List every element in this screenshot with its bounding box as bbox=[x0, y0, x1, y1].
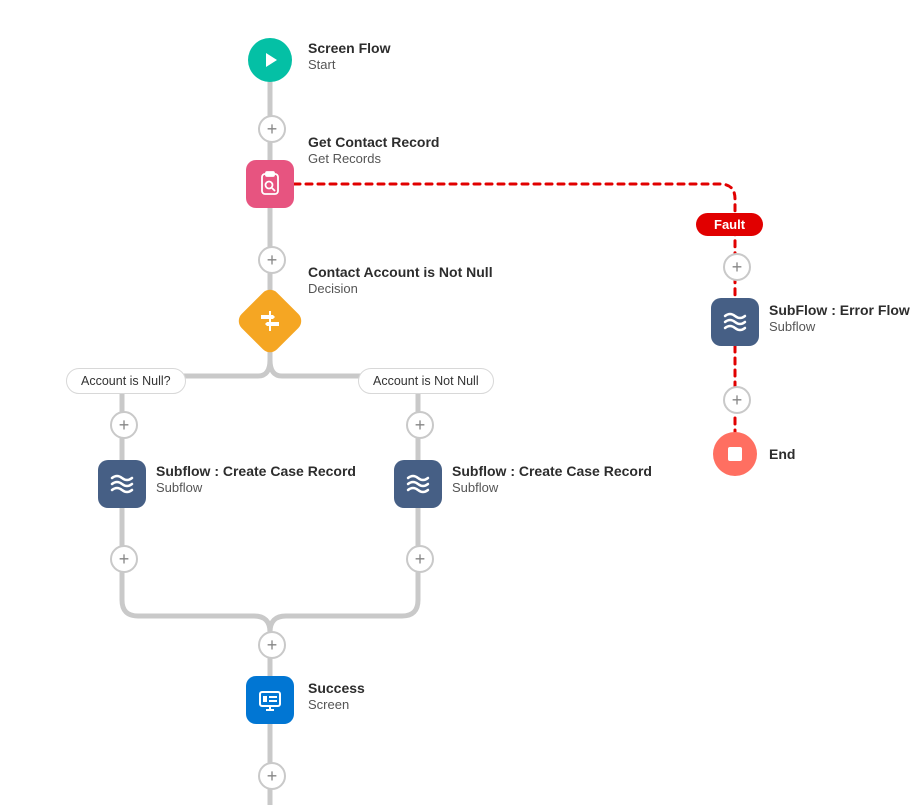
subflow-error-node[interactable] bbox=[711, 298, 759, 346]
add-button[interactable] bbox=[723, 386, 751, 414]
subflow-icon bbox=[721, 308, 749, 336]
add-button[interactable] bbox=[258, 631, 286, 659]
stop-icon bbox=[726, 445, 744, 463]
start-title: Screen Flow bbox=[308, 40, 390, 57]
screen-node[interactable] bbox=[246, 676, 294, 724]
start-sub: Start bbox=[308, 57, 390, 74]
getrec-sub: Get Records bbox=[308, 151, 439, 168]
getrec-title: Get Contact Record bbox=[308, 134, 439, 151]
add-button[interactable] bbox=[406, 545, 434, 573]
subr-sub: Subflow bbox=[452, 480, 652, 497]
success-title: Success bbox=[308, 680, 365, 697]
subflow-node-right[interactable] bbox=[394, 460, 442, 508]
add-button[interactable] bbox=[110, 411, 138, 439]
screen-icon bbox=[256, 686, 284, 714]
signpost-icon bbox=[257, 308, 283, 334]
flow-canvas: Screen Flow Start Get Contact Record Get… bbox=[0, 0, 922, 805]
add-button[interactable] bbox=[258, 762, 286, 790]
fault-label: Fault bbox=[696, 213, 763, 236]
branch-label-left: Account is Null? bbox=[66, 368, 186, 394]
add-button[interactable] bbox=[258, 246, 286, 274]
connectors-layer bbox=[0, 0, 922, 805]
get-records-node[interactable] bbox=[246, 160, 294, 208]
decision-title: Contact Account is Not Null bbox=[308, 264, 493, 281]
success-sub: Screen bbox=[308, 697, 365, 714]
add-button[interactable] bbox=[258, 115, 286, 143]
end-node[interactable] bbox=[713, 432, 757, 476]
start-node[interactable] bbox=[248, 38, 292, 82]
play-icon bbox=[260, 50, 280, 70]
suberr-title: SubFlow : Error Flow bbox=[769, 302, 910, 319]
decision-node[interactable] bbox=[235, 286, 306, 357]
subflow-node-left[interactable] bbox=[98, 460, 146, 508]
decision-sub: Decision bbox=[308, 281, 493, 298]
end-title: End bbox=[769, 446, 795, 463]
subflow-icon bbox=[404, 470, 432, 498]
subr-title: Subflow : Create Case Record bbox=[452, 463, 652, 480]
add-button[interactable] bbox=[723, 253, 751, 281]
subl-title: Subflow : Create Case Record bbox=[156, 463, 356, 480]
branch-label-right: Account is Not Null bbox=[358, 368, 494, 394]
add-button[interactable] bbox=[110, 545, 138, 573]
add-button[interactable] bbox=[406, 411, 434, 439]
subflow-icon bbox=[108, 470, 136, 498]
clipboard-search-icon bbox=[257, 171, 283, 197]
subl-sub: Subflow bbox=[156, 480, 356, 497]
suberr-sub: Subflow bbox=[769, 319, 910, 336]
